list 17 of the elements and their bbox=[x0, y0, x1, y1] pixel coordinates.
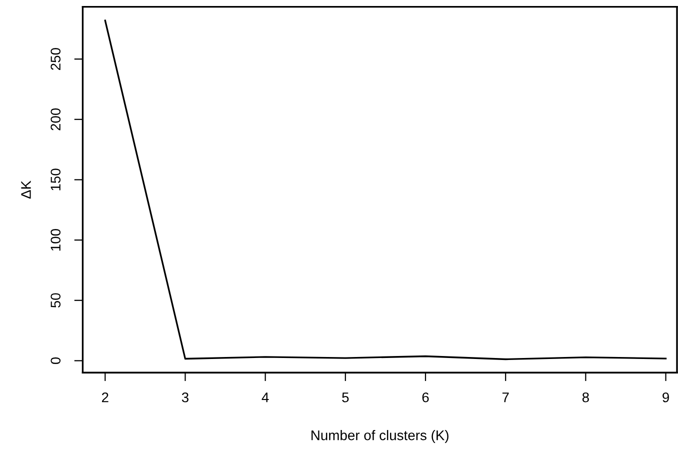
x-tick-label: 2 bbox=[102, 392, 108, 402]
x-axis-title: Number of clusters (K) bbox=[312, 430, 448, 443]
x-tick-label: 3 bbox=[182, 392, 188, 402]
y-tick-label: 50 bbox=[50, 293, 61, 308]
x-tick-label: 9 bbox=[662, 392, 669, 402]
y-tick-label: 0 bbox=[50, 357, 61, 364]
x-tick-label: 8 bbox=[582, 392, 589, 402]
line-series bbox=[104, 20, 667, 360]
y-tick-label: 100 bbox=[50, 229, 61, 251]
x-tick-label: 6 bbox=[422, 392, 429, 402]
y-tick-label: 150 bbox=[50, 168, 61, 190]
y-tick-label: 200 bbox=[50, 108, 61, 130]
x-tick-label: 4 bbox=[262, 392, 269, 402]
y-axis-title: ΔK bbox=[21, 180, 31, 199]
y-tick-label: 250 bbox=[50, 48, 61, 70]
x-tick-label: 5 bbox=[342, 392, 349, 402]
x-tick-label: 7 bbox=[502, 392, 509, 402]
